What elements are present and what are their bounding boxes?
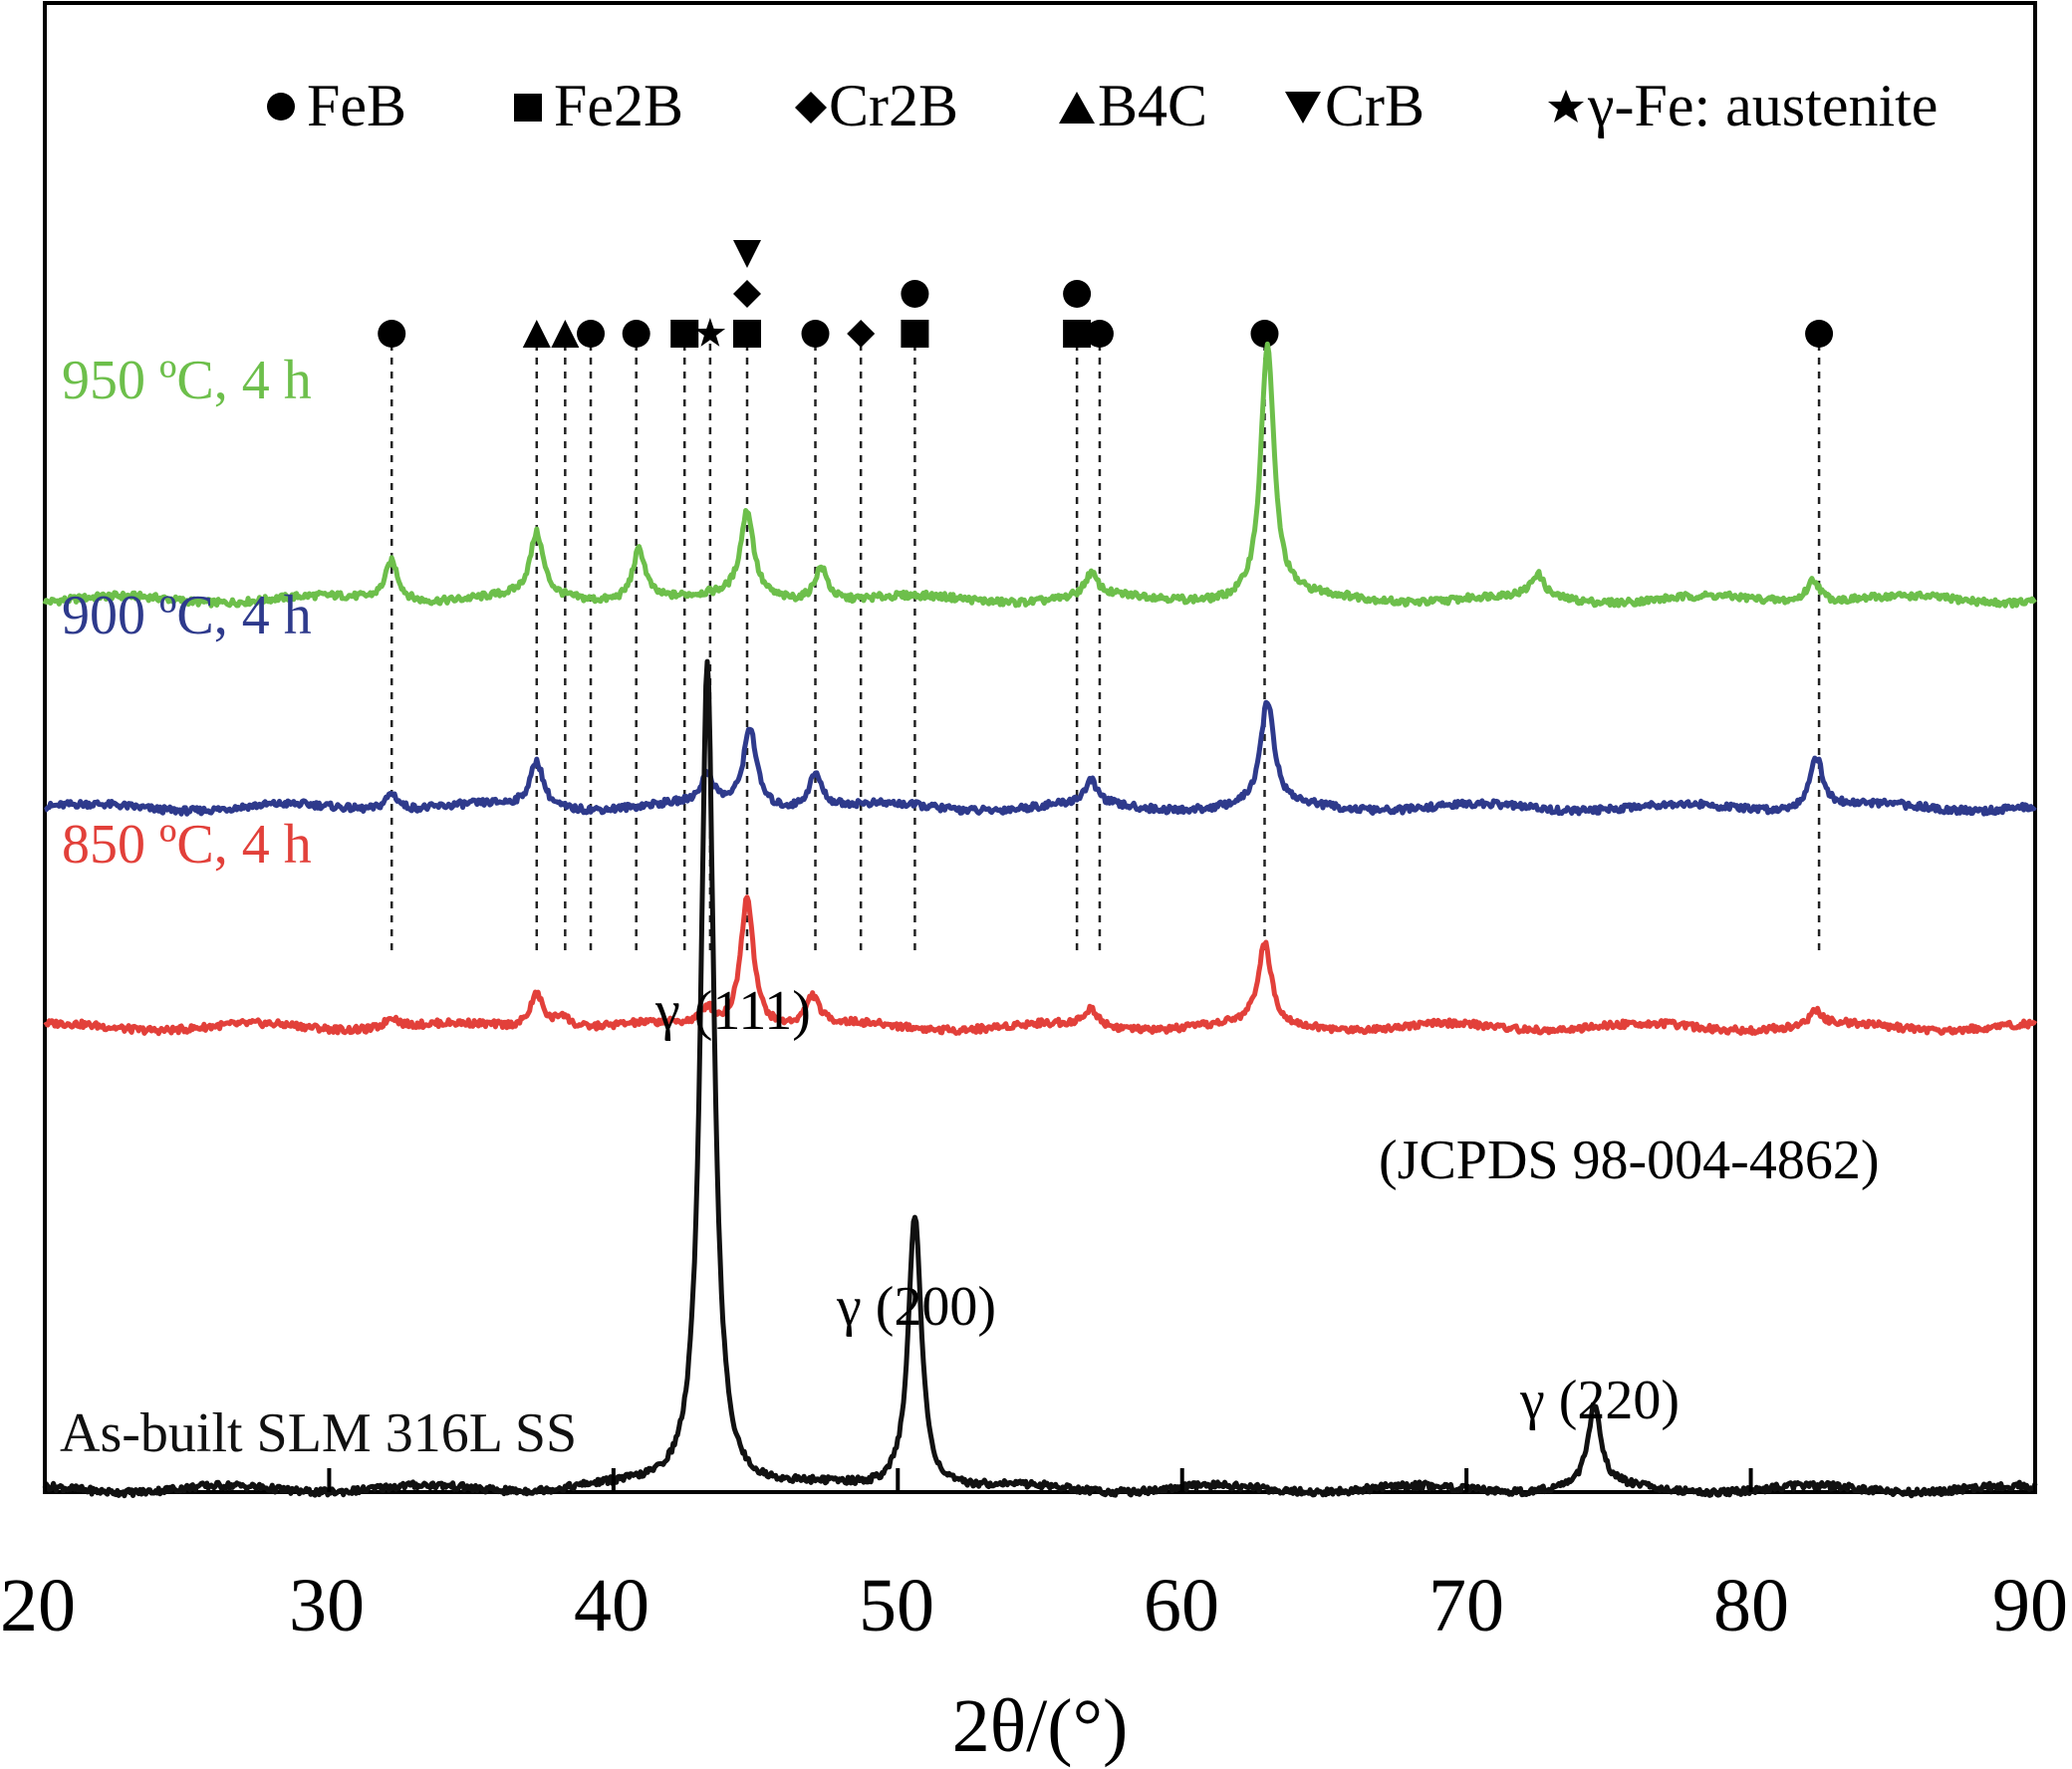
- x-tick-label-20: 20: [0, 1564, 76, 1647]
- legend-item-fe2b: Fe2B: [514, 73, 683, 138]
- circle-peak-marker-icon: [801, 320, 830, 348]
- circle-peak-marker-icon: [1085, 320, 1114, 348]
- series-line-850c: [43, 894, 2038, 1037]
- diamond-peak-marker-icon: [733, 280, 762, 308]
- legend-label-feb: FeB: [307, 73, 406, 138]
- series-label-950c: 950 ºC, 4 h: [62, 350, 312, 411]
- legend-item-feb: FeB: [267, 73, 406, 138]
- annotation-gamma-111: γ (111): [654, 980, 811, 1042]
- annotation-gamma-200: γ (200): [836, 1276, 996, 1338]
- plot-frame: [43, 1, 2037, 1494]
- circle-peak-marker-icon: [1250, 320, 1279, 348]
- series-label-as-built: As-built SLM 316L SS: [60, 1402, 577, 1464]
- series-line-as-built: [42, 658, 2038, 1499]
- square-peak-marker-icon: [670, 320, 699, 348]
- circle-peak-marker-icon: [901, 280, 929, 308]
- series-line-950c: [42, 341, 2037, 609]
- x-axis-ticks: [43, 1468, 2037, 1492]
- circle-marker-icon: [267, 93, 295, 121]
- legend-label-crb: CrB: [1325, 73, 1424, 138]
- diamond-marker-icon: [795, 92, 827, 124]
- series-line-900c: [43, 699, 2037, 817]
- legend-label-fe2b: Fe2B: [554, 73, 683, 138]
- triangle-up-peak-marker-icon: [551, 320, 580, 348]
- triangle-up-peak-marker-icon: [522, 320, 551, 348]
- legend-item-crb: CrB: [1285, 73, 1424, 138]
- annotation-gamma-220: γ (220): [1519, 1370, 1680, 1431]
- x-tick-label-70: 70: [1428, 1564, 1504, 1647]
- circle-peak-marker-icon: [1805, 320, 1834, 348]
- legend: FeB Fe2B Cr2B B4C CrB γ-Fe: austenite: [267, 73, 1938, 138]
- square-marker-icon: [514, 94, 542, 122]
- circle-peak-marker-icon: [622, 320, 650, 348]
- annotation-jcpds: (JCPDS 98-004-4862): [1379, 1130, 1879, 1191]
- legend-item-cr2b: Cr2B: [795, 73, 958, 138]
- triangle-down-marker-icon: [1285, 92, 1321, 124]
- legend-label-austenite: γ-Fe: austenite: [1587, 73, 1938, 138]
- x-tick-label-50: 50: [859, 1564, 934, 1647]
- star-marker-icon: [1548, 90, 1584, 123]
- triangle-down-peak-marker-icon: [733, 240, 762, 268]
- legend-label-b4c: B4C: [1098, 73, 1207, 138]
- x-tick-label-30: 30: [289, 1564, 365, 1647]
- peak-drop-lines: [389, 344, 1821, 951]
- circle-peak-marker-icon: [1063, 280, 1092, 308]
- series-label-850c: 850 ºC, 4 h: [62, 814, 312, 876]
- star-peak-marker-icon: [694, 318, 726, 347]
- series-label-900c: 900 ºC, 4 h: [62, 585, 312, 646]
- triangle-up-marker-icon: [1059, 92, 1095, 124]
- circle-peak-marker-icon: [577, 320, 606, 348]
- peak-markers: [378, 240, 1834, 348]
- x-axis-tick-labels: 20 30 40 50 60 70 80 90: [0, 1564, 2068, 1647]
- x-tick-label-60: 60: [1144, 1564, 1219, 1647]
- legend-label-cr2b: Cr2B: [829, 73, 958, 138]
- x-axis-label: 2θ/(°): [952, 1684, 1129, 1768]
- x-tick-label-40: 40: [574, 1564, 649, 1647]
- legend-item-austenite: γ-Fe: austenite: [1548, 73, 1938, 138]
- square-peak-marker-icon: [733, 320, 762, 348]
- circle-peak-marker-icon: [378, 320, 406, 348]
- x-tick-label-80: 80: [1713, 1564, 1789, 1647]
- x-tick-label-90: 90: [1992, 1564, 2068, 1647]
- legend-item-b4c: B4C: [1059, 73, 1207, 138]
- series-lines: [42, 341, 2038, 1499]
- diamond-peak-marker-icon: [847, 320, 876, 348]
- square-peak-marker-icon: [901, 320, 929, 348]
